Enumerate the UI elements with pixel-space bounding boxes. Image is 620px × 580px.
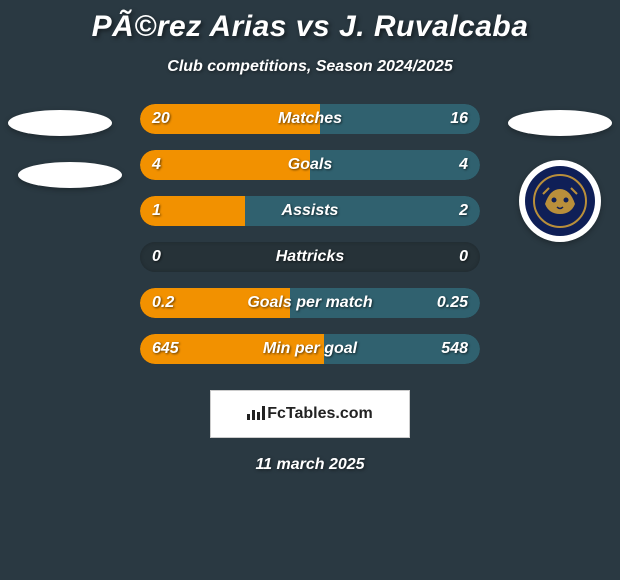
stat-value-left: 0 xyxy=(152,242,161,272)
stat-label: Goals xyxy=(140,150,480,180)
stat-row: Assists1 2 xyxy=(140,196,480,226)
stat-value-right: 16 xyxy=(450,104,468,134)
footer-brand-banner[interactable]: FcTables.com xyxy=(210,390,410,438)
stats-area: Matches20 16 Goals4 4 Assists1 2 Hattricks0 0 Go… xyxy=(0,104,620,384)
right-team-badge xyxy=(519,160,601,242)
stat-value-right: 4 xyxy=(459,150,468,180)
stat-row: Min per goal645 548 xyxy=(140,334,480,364)
pumas-logo-icon xyxy=(525,166,595,236)
stat-value-right: 0.25 xyxy=(437,288,468,318)
stat-row: Matches20 16 xyxy=(140,104,480,134)
stat-value-right: 2 xyxy=(459,196,468,226)
stat-value-left: 4 xyxy=(152,150,161,180)
stat-label: Min per goal xyxy=(140,334,480,364)
stat-row: Goals per match0.2 0.25 xyxy=(140,288,480,318)
stat-value-left: 20 xyxy=(152,104,170,134)
stat-value-right: 0 xyxy=(459,242,468,272)
stat-label: Goals per match xyxy=(140,288,480,318)
stat-label: Matches xyxy=(140,104,480,134)
stat-row: Hattricks0 0 xyxy=(140,242,480,272)
page-title: PÃ©rez Arias vs J. Ruvalcaba xyxy=(0,0,620,44)
footer-date: 11 march 2025 xyxy=(0,456,620,474)
stat-value-right: 548 xyxy=(441,334,468,364)
page-subtitle: Club competitions, Season 2024/2025 xyxy=(0,58,620,76)
stat-value-left: 645 xyxy=(152,334,179,364)
stat-label: Assists xyxy=(140,196,480,226)
stat-row: Goals4 4 xyxy=(140,150,480,180)
footer-brand-text: FcTables.com xyxy=(267,405,373,422)
left-player-placeholder-2 xyxy=(18,162,122,188)
left-player-placeholder-1 xyxy=(8,110,112,136)
stat-label: Hattricks xyxy=(140,242,480,272)
stat-bars-container: Matches20 16 Goals4 4 Assists1 2 Hattricks0 0 Go… xyxy=(140,104,480,380)
stat-value-left: 1 xyxy=(152,196,161,226)
right-player-placeholder xyxy=(508,110,612,136)
stat-value-left: 0.2 xyxy=(152,288,174,318)
